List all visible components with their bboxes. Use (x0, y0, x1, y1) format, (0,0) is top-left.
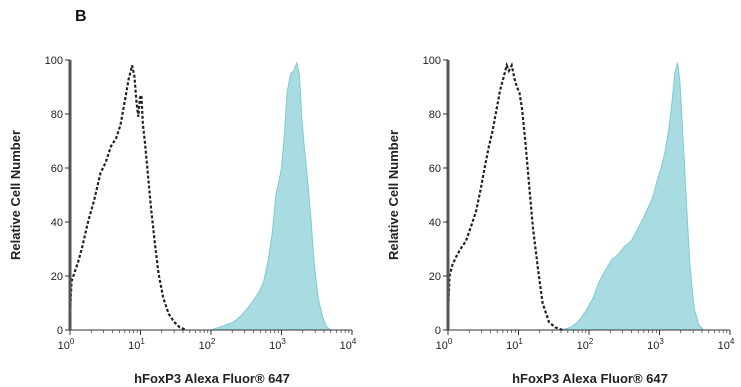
y-axis-title: Relative Cell Number (386, 130, 401, 260)
y-tick-label: 60 (51, 163, 63, 175)
x-tick-label: 100 (436, 337, 453, 352)
y-axis-title: Relative Cell Number (8, 130, 23, 260)
y-tick-label: 100 (45, 55, 63, 67)
filled-histogram (210, 60, 333, 331)
x-tick-label: 103 (269, 337, 286, 352)
dashed-histogram (446, 61, 563, 332)
y-tick-label: 0 (435, 325, 441, 337)
y-tick-label: 100 (423, 55, 441, 67)
panel-label: B (75, 8, 87, 25)
x-tick-label: 102 (199, 337, 216, 352)
filled-histogram (560, 62, 705, 331)
x-axis-title: hFoxP3 Alexa Fluor® 647 (134, 371, 290, 386)
x-tick-label: 104 (718, 337, 735, 352)
histogram-panel-1: 0 20 40 60 80 100 100 101 102 103 104 hFoxP3 Alexa … (8, 55, 357, 386)
y-tick-label: 40 (51, 217, 63, 229)
dashed-histogram (68, 65, 188, 332)
x-tick-label: 101 (128, 337, 145, 352)
y-tick-label: 80 (429, 109, 441, 121)
y-tick-label: 0 (57, 325, 63, 337)
x-tick-label: 102 (577, 337, 594, 352)
x-tick-label: 103 (647, 337, 664, 352)
y-tick-label: 80 (51, 109, 63, 121)
histogram-panel-2: 0 20 40 60 80 100 100 101 102 103 104 hFoxP3 Alexa … (386, 55, 735, 386)
y-tick-label: 60 (429, 163, 441, 175)
y-tick-label: 40 (429, 217, 441, 229)
y-tick-label: 20 (429, 271, 441, 283)
x-tick-label: 104 (340, 337, 357, 352)
x-axis-title: hFoxP3 Alexa Fluor® 647 (512, 371, 668, 386)
y-tick-label: 20 (51, 271, 63, 283)
x-tick-label: 101 (506, 337, 523, 352)
x-tick-label: 100 (58, 337, 75, 352)
